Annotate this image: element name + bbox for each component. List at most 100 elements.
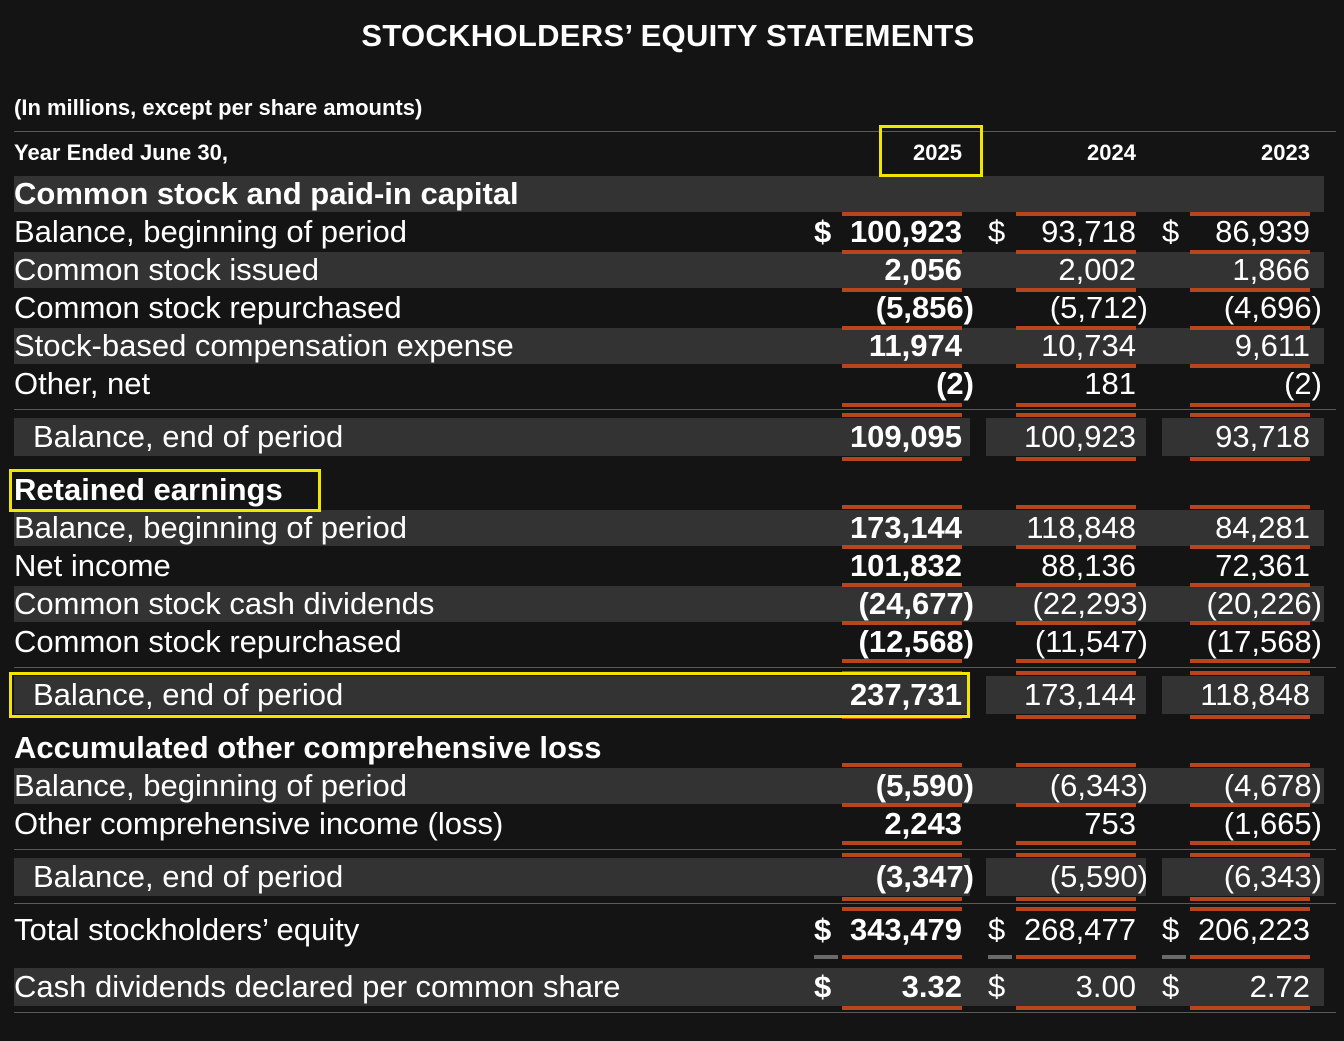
underline-mark xyxy=(842,1006,962,1010)
dps-2025: 3.32 xyxy=(901,969,962,1004)
value-2023: (4,696) xyxy=(1223,290,1322,325)
year-header-2023: 2023 xyxy=(1261,140,1310,165)
underline-mark xyxy=(842,364,962,368)
underline-mark xyxy=(842,763,962,767)
row-band xyxy=(14,418,1324,456)
dps-2024: 3.00 xyxy=(1075,969,1136,1004)
currency-symbol: $ xyxy=(814,912,832,947)
underline-mark xyxy=(1190,1006,1310,1010)
underline-mark xyxy=(842,250,962,254)
underline-mark xyxy=(1016,364,1136,368)
underline-mark xyxy=(842,288,962,292)
total-label: Balance, end of period xyxy=(33,859,344,894)
value-2025: 11,974 xyxy=(868,328,962,363)
year-header-2025: 2025 xyxy=(913,140,962,165)
underline-mark xyxy=(1190,659,1310,663)
underline-mark xyxy=(1016,853,1136,857)
value-2025: (5,856) xyxy=(875,290,974,325)
row-label: Common stock issued xyxy=(14,252,319,287)
underline-mark xyxy=(1190,403,1310,407)
value-2025: 101,832 xyxy=(849,548,962,583)
underline-mark xyxy=(1190,505,1310,509)
value-2024: (22,293) xyxy=(1032,586,1148,621)
value-2024: 118,848 xyxy=(1026,510,1136,545)
value-2024: 93,718 xyxy=(1041,214,1136,249)
row-band xyxy=(14,510,1324,546)
value-2025: (12,568) xyxy=(858,624,974,659)
total-2023: (6,343) xyxy=(1223,859,1322,894)
row-band xyxy=(14,768,1324,804)
underline-mark xyxy=(1016,621,1136,625)
underline-mark xyxy=(842,853,962,857)
column-gap xyxy=(970,858,986,896)
row-label: Balance, beginning of period xyxy=(14,510,407,545)
underline-mark xyxy=(1190,583,1310,587)
row-band xyxy=(14,328,1324,364)
grand-total-2024: 268,477 xyxy=(1023,912,1136,947)
total-2025: 109,095 xyxy=(849,419,962,454)
value-2023: 84,281 xyxy=(1215,510,1310,545)
underline-mark xyxy=(842,803,962,807)
underline-mark xyxy=(842,413,962,417)
underline-mark xyxy=(1016,288,1136,292)
value-2024: 2,002 xyxy=(1058,252,1136,287)
value-2023: (2) xyxy=(1284,366,1322,401)
underline-mark xyxy=(1016,583,1136,587)
underline-mark xyxy=(842,907,962,911)
row-label: Other, net xyxy=(14,366,151,401)
value-2023: (1,665) xyxy=(1223,806,1322,841)
value-2024: 753 xyxy=(1084,806,1136,841)
year-header-label: Year Ended June 30, xyxy=(14,140,228,165)
dps-2023: 2.72 xyxy=(1249,969,1310,1004)
currency-symbol: $ xyxy=(814,969,832,1004)
underline-mark xyxy=(842,897,962,901)
underline-mark xyxy=(1190,841,1310,845)
underline-mark xyxy=(1016,955,1136,959)
underline-mark xyxy=(1016,671,1136,675)
value-2024: 181 xyxy=(1084,366,1136,401)
column-gap xyxy=(1146,418,1162,456)
underline-mark xyxy=(1016,1006,1136,1010)
value-2024: (6,343) xyxy=(1049,768,1148,803)
value-2025: 173,144 xyxy=(849,510,962,545)
total-2024: (5,590) xyxy=(1049,859,1148,894)
underline-mark xyxy=(1162,955,1186,959)
row-band xyxy=(14,176,1324,212)
row-label: Stock-based compensation expense xyxy=(14,328,514,363)
underline-mark xyxy=(1190,364,1310,368)
underline-mark xyxy=(842,621,962,625)
row-label: Common stock cash dividends xyxy=(14,586,435,621)
highlight-box-retained-earnings xyxy=(9,469,321,512)
underline-mark xyxy=(1190,545,1310,549)
column-gap xyxy=(1146,858,1162,896)
value-2025: (24,677) xyxy=(858,586,974,621)
column-gap xyxy=(970,418,986,456)
value-2023: 9,611 xyxy=(1234,328,1310,363)
total-2024: 173,144 xyxy=(1023,677,1136,712)
header-divider xyxy=(14,131,1336,132)
value-2024: (5,712) xyxy=(1049,290,1148,325)
underline-mark xyxy=(1190,763,1310,767)
underline-mark xyxy=(1016,545,1136,549)
underline-mark xyxy=(842,583,962,587)
value-2023: 72,361 xyxy=(1215,548,1310,583)
total-2025: 237,731 xyxy=(849,677,962,712)
highlight-box-retained-earnings-ending-balance xyxy=(9,672,970,718)
underline-mark xyxy=(1190,288,1310,292)
section-title-aocl: Accumulated other comprehensive loss xyxy=(14,730,602,765)
underline-mark xyxy=(1016,715,1136,719)
underline-mark xyxy=(842,659,962,663)
value-2024: (11,547) xyxy=(1034,624,1148,659)
underline-mark xyxy=(1190,853,1310,857)
underline-mark xyxy=(1190,621,1310,625)
divider xyxy=(14,1012,1336,1013)
column-gap xyxy=(970,676,986,714)
underline-mark xyxy=(842,212,962,216)
divider xyxy=(14,409,1336,410)
row-band xyxy=(14,858,1324,896)
row-band xyxy=(14,252,1324,288)
row-label: Common stock repurchased xyxy=(14,624,402,659)
currency-symbol: $ xyxy=(988,969,1006,1004)
underline-mark xyxy=(814,955,838,959)
underline-mark xyxy=(1190,907,1310,911)
